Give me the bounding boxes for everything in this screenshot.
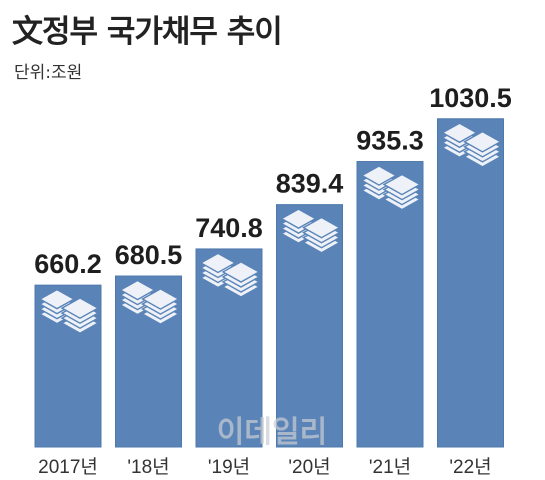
value-label-1: 680.5 (115, 240, 183, 270)
watermark: 이데일리 (217, 415, 327, 450)
x-tick-label-1: '18년 (127, 456, 169, 478)
x-tick-label-5: '22년 (449, 456, 491, 478)
value-label-0: 660.2 (34, 249, 102, 279)
bar-5 (437, 118, 504, 448)
money-stack-icon (119, 279, 180, 325)
x-tick-label-4: '21년 (369, 456, 411, 478)
money-stack-icon (360, 165, 422, 211)
value-label-5: 1030.5 (429, 83, 512, 113)
labels-group: 660.2 2017년 680.5 '18년 740.8 '19년 839.4 '20년 935… (34, 83, 512, 478)
money-stack-icon (280, 208, 341, 254)
value-label-3: 839.4 (276, 169, 344, 199)
money-stack-icon (199, 252, 261, 298)
chart-subtitle: 단위:조원 (14, 63, 83, 83)
chart-title: 文정부 국가채무 추이 (12, 14, 283, 50)
money-stack-icon (38, 288, 100, 335)
bars-group (34, 118, 504, 448)
x-tick-label-3: '20년 (288, 456, 330, 478)
value-label-2: 740.8 (195, 213, 263, 243)
money-stack-icon (441, 122, 502, 168)
bar-4 (356, 161, 424, 448)
value-label-4: 935.3 (356, 126, 424, 156)
x-tick-label-0: 2017년 (38, 456, 98, 478)
x-tick-label-2: '19년 (208, 456, 250, 478)
